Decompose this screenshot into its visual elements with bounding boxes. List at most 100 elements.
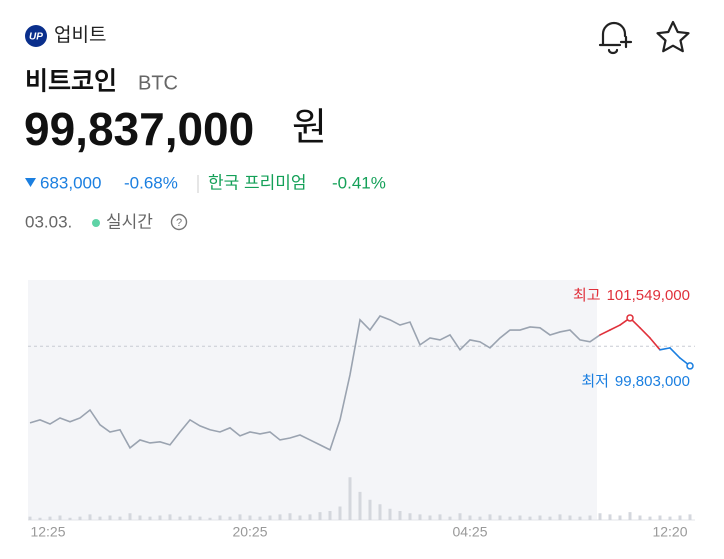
volume-bar [68,517,72,520]
volume-bar [488,514,492,520]
volume-bar [338,506,342,520]
volume-bar [548,516,552,520]
star-icon[interactable] [656,20,690,53]
live: 실시간 [106,212,153,231]
change-percent: -0.68% [124,173,178,192]
volume-bar [578,516,582,520]
volume-bar [498,515,502,520]
low-value: 99,803,000 [615,373,690,390]
x-tick-label: 20:25 [232,524,267,540]
today-segment [599,329,611,336]
past-region [28,280,597,520]
volume-bar [48,516,52,520]
coin-name: 비트코인 [25,68,117,96]
volume-bar [208,517,212,520]
svg-text:?: ? [176,217,182,229]
volume-bar [238,514,242,520]
volume-bar [428,515,432,520]
volume-bar [518,515,522,520]
volume-bar [688,514,692,520]
volume-bar [678,515,682,520]
today-segment [609,324,621,331]
high-marker [626,314,634,322]
volume-bar [278,514,282,520]
volume-bar [98,516,102,520]
volume-bar [228,516,232,520]
volume-bar [458,513,462,520]
volume-bar [328,511,332,520]
low-text: 최저 [581,373,609,390]
down-arrow [25,178,36,187]
volume-bar [398,511,402,520]
volume-bar [378,504,382,520]
help-icon[interactable]: ? [170,213,188,231]
volume-bar [568,515,572,520]
volume-bar [508,516,512,520]
date: 03.03. [25,212,72,231]
volume-bar [78,516,82,520]
today-segment [669,347,681,359]
volume-bar [138,515,142,520]
volume-bar [658,515,662,520]
x-tick-label: 04:25 [452,524,487,540]
today-segment [659,347,671,351]
low-marker [686,362,694,370]
x-tick-label: 12:25 [30,524,65,540]
volume-bar [308,514,312,520]
volume-bar [438,514,442,520]
volume-bar [538,515,542,520]
volume-bar [478,516,482,520]
volume-bar [168,514,172,520]
volume-bar [668,516,672,520]
logo [25,25,47,47]
volume-bar [38,517,42,520]
volume-bar [388,508,392,520]
volume-bar [608,514,612,520]
volume-bar [268,515,272,520]
volume-bar [88,514,92,520]
volume-bar [638,515,642,520]
volume-bar [298,515,302,520]
volume-bar [448,516,452,520]
coin-symbol: BTC [138,72,178,94]
high-value: 101,549,000 [607,287,690,304]
logo-text: UP [29,32,43,43]
premium: -0.41% [332,173,386,192]
price-unit: 원 [292,107,327,149]
today-segment [649,337,661,351]
volume-bar [128,513,132,520]
price-line [29,315,601,451]
volume-bar [218,515,222,520]
volume-bar [28,516,32,520]
volume-bar [368,499,372,520]
volume-bar [258,516,262,520]
volume-bar [288,513,292,520]
volume-bar [118,516,122,520]
volume-bar [598,513,602,520]
volume-bar [468,515,472,520]
volume-bar [188,515,192,520]
volume-bar [618,515,622,520]
volume-bar [408,513,412,520]
volume-bar [418,514,422,520]
price: 99,837,000 [24,103,254,155]
today-segment [639,327,651,339]
high-text: 최고 [573,287,601,304]
volume-bar [348,477,352,520]
volume-bar [358,491,362,520]
x-tick-label: 12:20 [652,524,687,540]
volume-bar [108,515,112,520]
volume-bar [58,515,62,520]
volume-bar [248,515,252,520]
volume-bar [528,516,532,520]
volume-bar [318,512,322,520]
volume-bar [648,516,652,520]
bell-icon[interactable] [598,21,633,55]
chart: 101,549,000 최고 99,803,000 최저 12:25 20:25 04:25… [28,287,695,540]
change-amount: 683,000 [40,173,101,192]
brand: 업비트 [54,24,106,46]
live-dot [92,219,100,227]
volume-bar [558,514,562,520]
volume-bar [148,516,152,520]
